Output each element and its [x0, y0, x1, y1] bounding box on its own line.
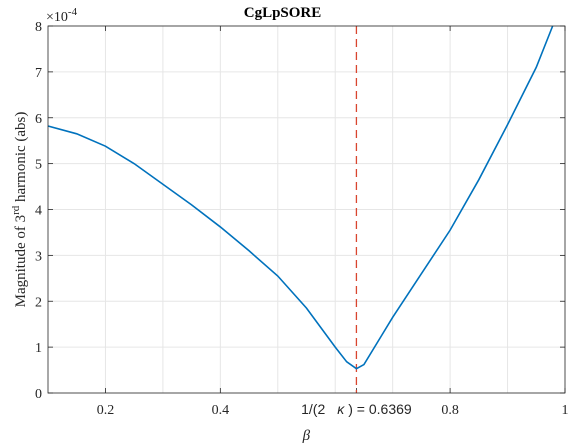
kappa-label-symbol: κ	[337, 401, 345, 417]
kappa-label-right: ) = 0.6369	[348, 401, 412, 417]
y-tick-label: 7	[35, 66, 42, 81]
y-axis-label: Magnitude of 3rd harmonic (abs)	[10, 112, 29, 308]
y-exponent-power: -4	[68, 6, 78, 18]
y-tick-label: 3	[35, 249, 42, 264]
y-axis-label-prefix: Magnitude of 3	[13, 215, 29, 307]
x-axis-label: β	[302, 428, 311, 444]
y-tick-label: 6	[35, 112, 42, 127]
x-tick-label: 0.2	[97, 403, 115, 418]
y-tick-label: 0	[35, 387, 42, 402]
x-tick-label: 0.8	[441, 403, 459, 418]
y-tick-label: 1	[35, 341, 42, 356]
x-tick-label: 0.4	[212, 403, 230, 418]
series-line	[47, 25, 554, 370]
y-axis-label-suffix: harmonic (abs)	[13, 112, 29, 206]
y-exponent-label: ×10-4	[46, 6, 78, 25]
x-ticks: 0.2 0.4 0.8 1	[97, 26, 568, 418]
chart-title: CgLpSORE	[244, 5, 322, 21]
y-axis-label-sup: rd	[10, 205, 22, 215]
y-tick-label: 2	[35, 295, 42, 310]
y-tick-label: 4	[35, 204, 42, 219]
kappa-label-left: 1/(2	[301, 401, 325, 417]
y-tick-label: 8	[35, 20, 42, 35]
kappa-tick-label: 1/(2 κ) = 0.6369	[301, 401, 412, 417]
y-exponent-base: ×10	[46, 10, 68, 25]
plot-frame	[47, 25, 566, 394]
x-tick-label: 1	[562, 403, 568, 418]
y-tick-label: 5	[35, 158, 42, 173]
